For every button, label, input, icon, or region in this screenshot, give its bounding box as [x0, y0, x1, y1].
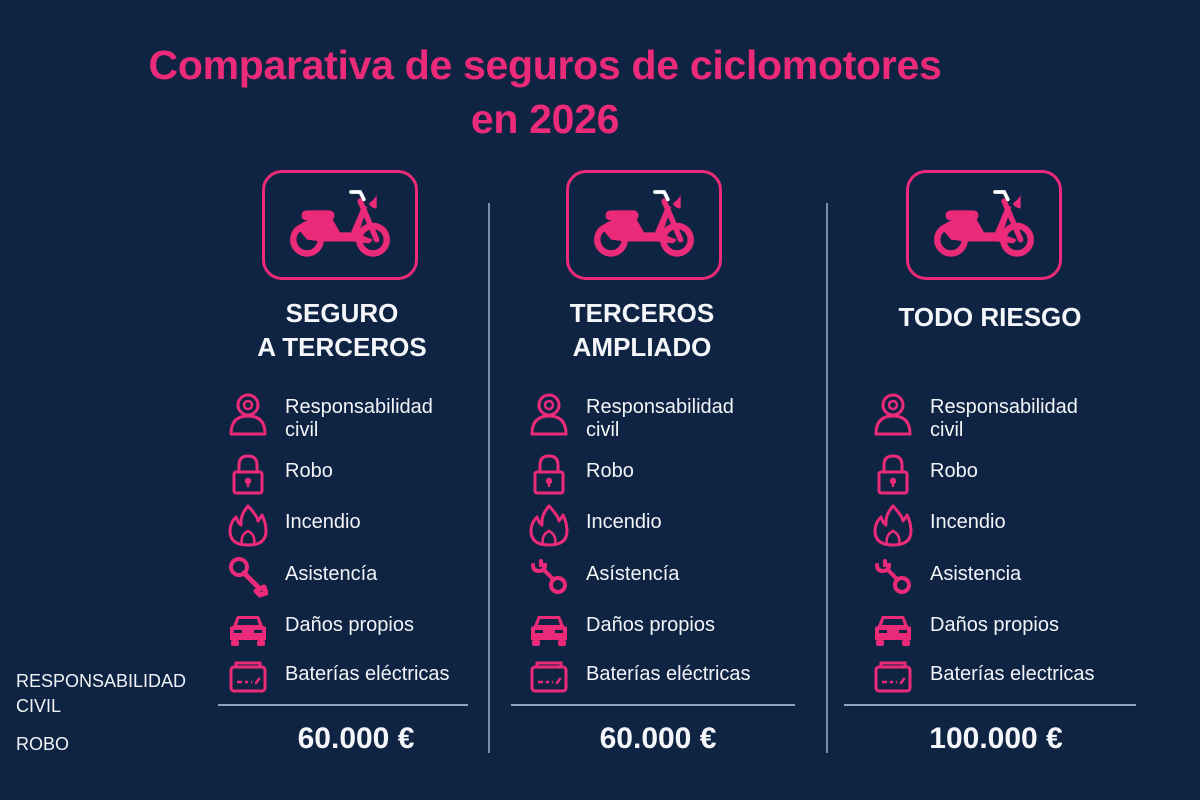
lock-icon: [227, 452, 269, 496]
person-icon: [227, 392, 269, 436]
feature-label: Baterías eléctricas: [285, 663, 450, 685]
column-divider: [826, 203, 828, 753]
battery-icon: [872, 655, 914, 699]
feature-label: Responsabilidad civil: [285, 396, 433, 441]
moped-icon: [589, 187, 699, 263]
separator-line: [511, 704, 795, 706]
feature-item: Robo: [528, 452, 634, 496]
plan-icon-box: [262, 170, 418, 280]
lock-icon: [528, 452, 570, 496]
feature-label: Incendio: [586, 511, 662, 533]
battery-icon: [528, 655, 570, 699]
plan-name: TODO RIESGO: [898, 302, 1082, 332]
plan-price: 60.000 €: [599, 722, 717, 755]
feature-item: Baterías electricas: [872, 655, 1095, 699]
feature-item: Robo: [227, 452, 333, 496]
feature-item: Baterías eléctricas: [227, 655, 450, 699]
row-label-responsabilidad-civil: RESPONSABILIDAD CIVIL: [16, 671, 187, 716]
feature-label: Incendio: [285, 511, 361, 533]
moped-icon: [929, 187, 1039, 263]
wrench-icon: [528, 555, 570, 599]
title-line-1: Comparativa de seguros de ciclomotores: [148, 42, 942, 88]
feature-item: Daños propios: [872, 606, 1059, 650]
title-line-2: en 2026: [470, 96, 620, 142]
person-icon: [872, 392, 914, 436]
plan-price: 100.000 €: [929, 722, 1063, 755]
feature-label: Responsabilidad civil: [586, 396, 734, 441]
feature-item: Robo: [872, 452, 978, 496]
feature-label: Baterías electricas: [930, 663, 1095, 685]
feature-item: Daños propios: [528, 606, 715, 650]
feature-label: Daños propios: [930, 614, 1059, 636]
person-icon: [528, 392, 570, 436]
column-divider: [488, 203, 490, 753]
plan-price: 60.000 €: [297, 722, 415, 755]
feature-item: Responsabilidad civil: [227, 392, 433, 442]
feature-item: Responsabilidad civil: [528, 392, 734, 442]
feature-label: Baterías eléctricas: [586, 663, 751, 685]
car-icon: [872, 606, 914, 650]
battery-icon: [227, 655, 269, 699]
feature-label: Robo: [285, 460, 333, 482]
feature-label: Daños propios: [586, 614, 715, 636]
row-label-robo: ROBO: [16, 734, 70, 754]
feature-label: Asístencía: [586, 563, 680, 585]
fire-icon: [227, 503, 269, 547]
moped-icon: [285, 187, 395, 263]
plan-name: TERCEROS AMPLIADO: [569, 298, 715, 362]
fire-icon: [528, 503, 570, 547]
feature-item: Incendio: [872, 503, 1006, 547]
fire-icon: [872, 503, 914, 547]
feature-label: Daños propios: [285, 614, 414, 636]
feature-label: Responsabilidad civil: [930, 396, 1078, 441]
feature-item: Incendio: [528, 503, 662, 547]
plan-icon-box: [566, 170, 722, 280]
feature-label: Robo: [586, 460, 634, 482]
feature-label: Robo: [930, 460, 978, 482]
feature-item: Asistencía: [227, 555, 377, 599]
feature-item: Asístencía: [528, 555, 679, 599]
car-icon: [227, 606, 269, 650]
car-icon: [528, 606, 570, 650]
key-icon: [227, 555, 269, 599]
feature-item: Daños propios: [227, 606, 414, 650]
separator-line: [218, 704, 468, 706]
feature-item: Asistencia: [872, 555, 1021, 599]
feature-item: Incendio: [227, 503, 361, 547]
plan-name: SEGURO A TERCEROS: [257, 298, 427, 362]
feature-label: Incendio: [930, 511, 1006, 533]
feature-label: Asistencía: [285, 563, 378, 585]
lock-icon: [872, 452, 914, 496]
feature-item: Baterías eléctricas: [528, 655, 751, 699]
page-title: Comparativa de seguros de ciclomotores e…: [0, 38, 1090, 146]
feature-label: Asistencia: [930, 563, 1022, 585]
plan-icon-box: [906, 170, 1062, 280]
feature-item: Responsabilidad civil: [872, 392, 1078, 442]
separator-line: [844, 704, 1136, 706]
wrench-icon: [872, 555, 914, 599]
